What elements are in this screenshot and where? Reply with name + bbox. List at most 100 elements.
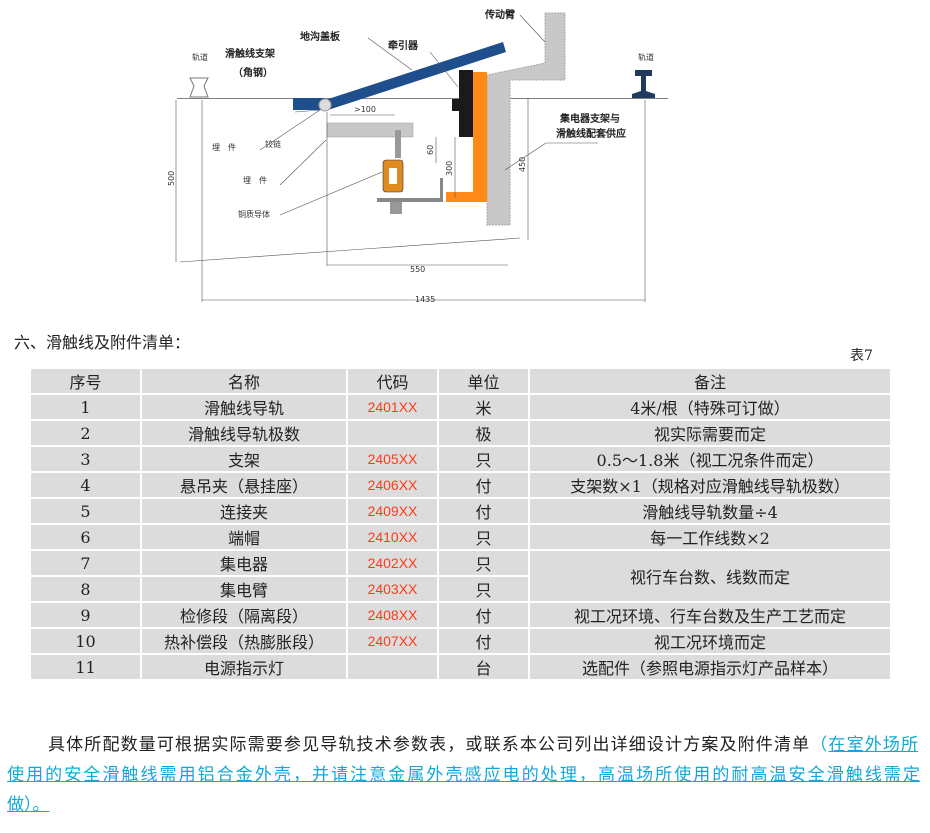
cell-remark: 4米/根（特殊可订做） <box>530 395 890 419</box>
cell-name: 端帽 <box>142 525 346 549</box>
label-cover: 地沟盖板 <box>300 30 341 43</box>
cell-unit: 只 <box>439 447 528 471</box>
label-collector-1: 集电器支架与 <box>559 112 620 125</box>
section-title: 六、滑触线及附件清单： <box>14 333 191 352</box>
dim-1435: 1435 <box>415 295 435 304</box>
col-header: 备注 <box>530 369 890 393</box>
cell-remark: 视行车台数、线数而定 <box>530 551 890 601</box>
cell-index: 7 <box>31 551 140 575</box>
cell-remark: 视工况环境而定 <box>530 629 890 653</box>
cell-remark: 视实际需要而定 <box>530 421 890 445</box>
collector-bracket <box>446 72 487 202</box>
table-row: 6 端帽 2410XX 只每一工作线数×2 <box>31 525 890 549</box>
cell-unit: 米 <box>439 395 528 419</box>
label-conductor: 铜质导体 <box>238 209 270 219</box>
table-row: 9 检修段（隔离段） 2408XX 付视工况环境、行车台数及生产工艺而定 <box>31 603 890 627</box>
cell-unit: 只 <box>439 577 528 601</box>
hanger <box>395 130 401 158</box>
cell-code: 2403XX <box>348 577 437 601</box>
cell-unit: 台 <box>439 655 528 679</box>
dim-450: 450 <box>518 157 527 172</box>
cell-remark: 视工况环境、行车台数及生产工艺而定 <box>530 603 890 627</box>
table-row: 10 热补偿段（热膨胀段） 2407XX 付视工况环境而定 <box>31 629 890 653</box>
cell-index: 3 <box>31 447 140 471</box>
hinge <box>318 98 332 112</box>
cell-unit: 付 <box>439 473 528 497</box>
cell-unit: 只 <box>439 551 528 575</box>
table-row: 1 滑触线导轨 2401XX 米 4米/根（特殊可订做） <box>31 395 890 419</box>
cell-code: 2409XX <box>348 499 437 523</box>
note-line-2[interactable]: 使用的安全滑触线需用铝合金外壳，并请注意金属外壳感应电的处理，高温场所使用的耐高… <box>7 765 920 785</box>
table-row: 7 集电器 2402XX 只视行车台数、线数而定 <box>31 551 890 601</box>
cell-index: 1 <box>31 395 140 419</box>
label-embed-1: 埋 件 <box>212 142 236 152</box>
table-header: 序号 名称 代码 单位 备注 <box>31 369 890 393</box>
note-line-3[interactable]: 做）。 <box>7 795 50 815</box>
cell-name: 连接夹 <box>142 499 346 523</box>
left-rail <box>189 77 209 98</box>
rail-right-label: 轨道 <box>638 52 654 62</box>
cell-unit: 付 <box>439 629 528 653</box>
dimension-lines <box>175 14 646 302</box>
cell-name: 检修段（隔离段） <box>142 603 346 627</box>
dim-gap: >100 <box>354 105 376 114</box>
cell-remark: 滑触线导轨数量÷4 <box>530 499 890 523</box>
cell-name: 热补偿段（热膨胀段） <box>142 629 346 653</box>
dim-500: 500 <box>167 171 176 186</box>
note-line-1: 具体所配数量可根据实际需要参见导轨技术参数表，或联系本公司列出详细设计方案及附件… <box>48 730 918 755</box>
cell-code: 2406XX <box>348 473 437 497</box>
cell-index: 8 <box>31 577 140 601</box>
label-embed-2: 埋 件 <box>243 175 267 185</box>
rail-left-label: 轨道 <box>192 52 208 62</box>
cell-index: 6 <box>31 525 140 549</box>
installation-diagram: 轨道 轨道 <box>167 8 668 304</box>
cell-name: 悬吊夹（悬挂座） <box>142 473 346 497</box>
label-collector-2: 滑触线配套供应 <box>556 127 626 140</box>
dim-60: 60 <box>426 145 435 155</box>
table-row: 11 电源指示灯 台选配件（参照电源指示灯产品样本） <box>31 655 890 679</box>
cell-remark: 0.5～1.8米（视工况条件而定） <box>530 447 890 471</box>
cell-code: 2401XX <box>348 395 437 419</box>
cell-name: 滑触线导轨极数 <box>142 421 346 445</box>
cell-index: 5 <box>31 499 140 523</box>
cell-code: 2407XX <box>348 629 437 653</box>
cell-code: 2405XX <box>348 447 437 471</box>
cell-index: 9 <box>31 603 140 627</box>
cell-remark: 支架数×1（规格对应滑触线导轨极数） <box>530 473 890 497</box>
cell-index: 11 <box>31 655 140 679</box>
col-header: 名称 <box>142 369 346 393</box>
table-row: 5 连接夹 2409XX 付滑触线导轨数量÷4 <box>31 499 890 523</box>
cell-unit: 只 <box>439 525 528 549</box>
bracket-angle-steel <box>293 98 325 110</box>
cell-name: 支架 <box>142 447 346 471</box>
cell-index: 2 <box>31 421 140 445</box>
right-rail <box>632 70 655 98</box>
cell-code: 2402XX <box>348 551 437 575</box>
label-bracket-sub: （角钢） <box>233 66 273 79</box>
table-row: 8 集电臂 2403XX 只 <box>31 577 890 601</box>
base-plate <box>377 198 443 202</box>
note-link[interactable]: 在室外场所 <box>828 735 919 755</box>
cell-code <box>348 655 437 679</box>
cell-unit: 极 <box>439 421 528 445</box>
cell-remark: 选配件（参照电源指示灯产品样本） <box>530 655 890 679</box>
label-tractor: 牵引器 <box>388 39 419 52</box>
cell-index: 10 <box>31 629 140 653</box>
cell-code <box>348 421 437 445</box>
cell-unit: 付 <box>439 603 528 627</box>
col-header: 序号 <box>31 369 140 393</box>
col-header: 单位 <box>439 369 528 393</box>
table-row: 4 悬吊夹（悬挂座） 2406XX 付支架数×1（规格对应滑触线导轨极数） <box>31 473 890 497</box>
cell-index: 4 <box>31 473 140 497</box>
cell-name: 集电器 <box>142 551 346 575</box>
cell-name: 滑触线导轨 <box>142 395 346 419</box>
note-paren: （ <box>810 735 829 755</box>
cell-code: 2408XX <box>348 603 437 627</box>
trench-cover-plate <box>322 42 506 110</box>
col-header: 代码 <box>348 369 437 393</box>
label-hinge: 铰链 <box>265 139 281 149</box>
cell-name: 电源指示灯 <box>142 655 346 679</box>
table-row: 3 支架 2405XX 只 0.5～1.8米（视工况条件而定） <box>31 447 890 471</box>
table-row: 2 滑触线导轨极数 极视实际需要而定 <box>31 421 890 445</box>
